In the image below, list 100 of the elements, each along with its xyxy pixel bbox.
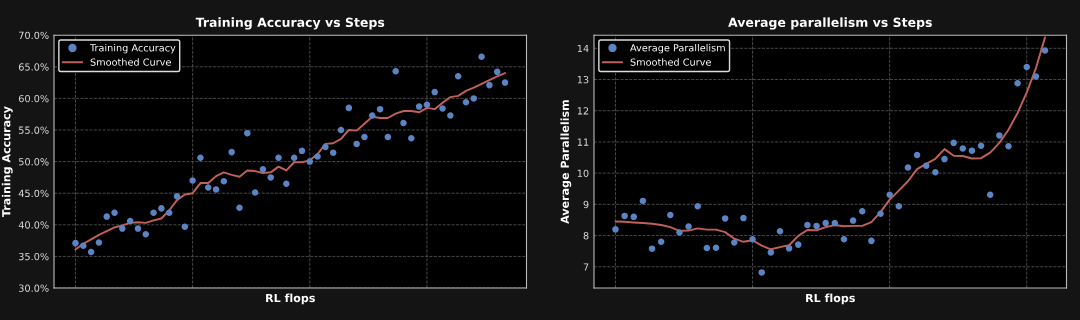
y-tick-label: 55.0% [19, 126, 49, 134]
point [353, 140, 360, 148]
point [877, 210, 884, 217]
chart-title: Average parallelism vs Steps [728, 17, 932, 30]
point [977, 142, 985, 149]
point [648, 245, 656, 252]
point [501, 79, 509, 86]
y-tick-label: 30.0% [19, 284, 49, 292]
point [1041, 47, 1049, 54]
point [72, 239, 79, 247]
point [959, 145, 967, 152]
point [676, 229, 683, 236]
point [478, 53, 485, 60]
point [968, 147, 976, 154]
point [1023, 63, 1030, 71]
point [165, 209, 173, 217]
y-tick-label: 10 [577, 169, 589, 177]
point [868, 237, 875, 245]
point [423, 101, 431, 108]
y-tick-label: 70.0% [19, 31, 49, 40]
point [142, 231, 150, 238]
point [259, 165, 267, 173]
point [189, 177, 196, 184]
point [721, 215, 729, 222]
point [119, 225, 126, 232]
point [685, 223, 692, 230]
point [986, 191, 994, 198]
point [849, 217, 857, 224]
point [244, 129, 251, 137]
point [913, 151, 921, 159]
point [275, 154, 282, 162]
point [657, 238, 665, 246]
y-tick-label: 35.0% [19, 252, 49, 261]
point [283, 180, 290, 187]
point [150, 209, 157, 217]
point [220, 177, 228, 185]
point [337, 126, 345, 134]
point [858, 207, 866, 215]
point [758, 269, 765, 276]
legend-label: Average Parallelism [630, 43, 725, 54]
x-axis-title: RL flops [266, 293, 315, 305]
chart-title: Training Accuracy vs Steps [195, 17, 385, 30]
point [703, 244, 711, 252]
point [447, 112, 454, 119]
point [361, 133, 368, 141]
y-tick-label: 12 [577, 107, 589, 115]
y-tick-label: 40.0% [18, 221, 49, 229]
legend-label: Smoothed Curve [630, 58, 711, 66]
point [329, 149, 337, 157]
point [369, 112, 376, 119]
point [1014, 80, 1021, 87]
y-tick-label: 11 [577, 138, 589, 146]
point [158, 205, 165, 212]
y-tick-label: 60.0% [18, 94, 49, 103]
point [251, 189, 259, 196]
point [314, 153, 321, 160]
y-tick-label: 8 [583, 232, 589, 240]
point [173, 193, 181, 200]
y-tick-label: 7 [583, 263, 589, 271]
point [462, 98, 470, 106]
point [306, 158, 314, 165]
point [267, 174, 274, 181]
point [126, 217, 134, 225]
point [621, 212, 628, 220]
point [400, 119, 407, 127]
point [804, 221, 811, 229]
point [384, 133, 392, 141]
y-axis-title: Average Parallelism [560, 100, 572, 224]
point [886, 191, 893, 198]
point [904, 164, 912, 171]
legend-label: Smoothed Curve [90, 58, 171, 66]
point [639, 197, 647, 205]
y-tick-label: 13 [577, 76, 589, 84]
y-tick-label: 45.0% [18, 189, 49, 198]
point [776, 227, 784, 235]
point [298, 147, 306, 155]
point [134, 225, 142, 232]
point [950, 139, 957, 147]
point [712, 244, 720, 251]
point [922, 162, 930, 169]
point [392, 67, 399, 75]
point [1032, 73, 1040, 80]
y-tick-label: 9 [583, 200, 589, 209]
point [831, 219, 839, 227]
point [111, 209, 118, 217]
y-tick-label: 50.0% [19, 158, 49, 166]
point [454, 73, 462, 80]
y-axis-title: Training Accuracy [1, 106, 13, 218]
point [493, 68, 501, 76]
point [486, 81, 493, 89]
point [822, 219, 829, 227]
point [795, 241, 802, 248]
point [80, 242, 87, 249]
point [376, 105, 384, 113]
point [87, 248, 95, 256]
point [612, 226, 619, 233]
point [1005, 143, 1012, 150]
point [228, 148, 235, 156]
point [740, 214, 747, 222]
point [840, 236, 848, 243]
